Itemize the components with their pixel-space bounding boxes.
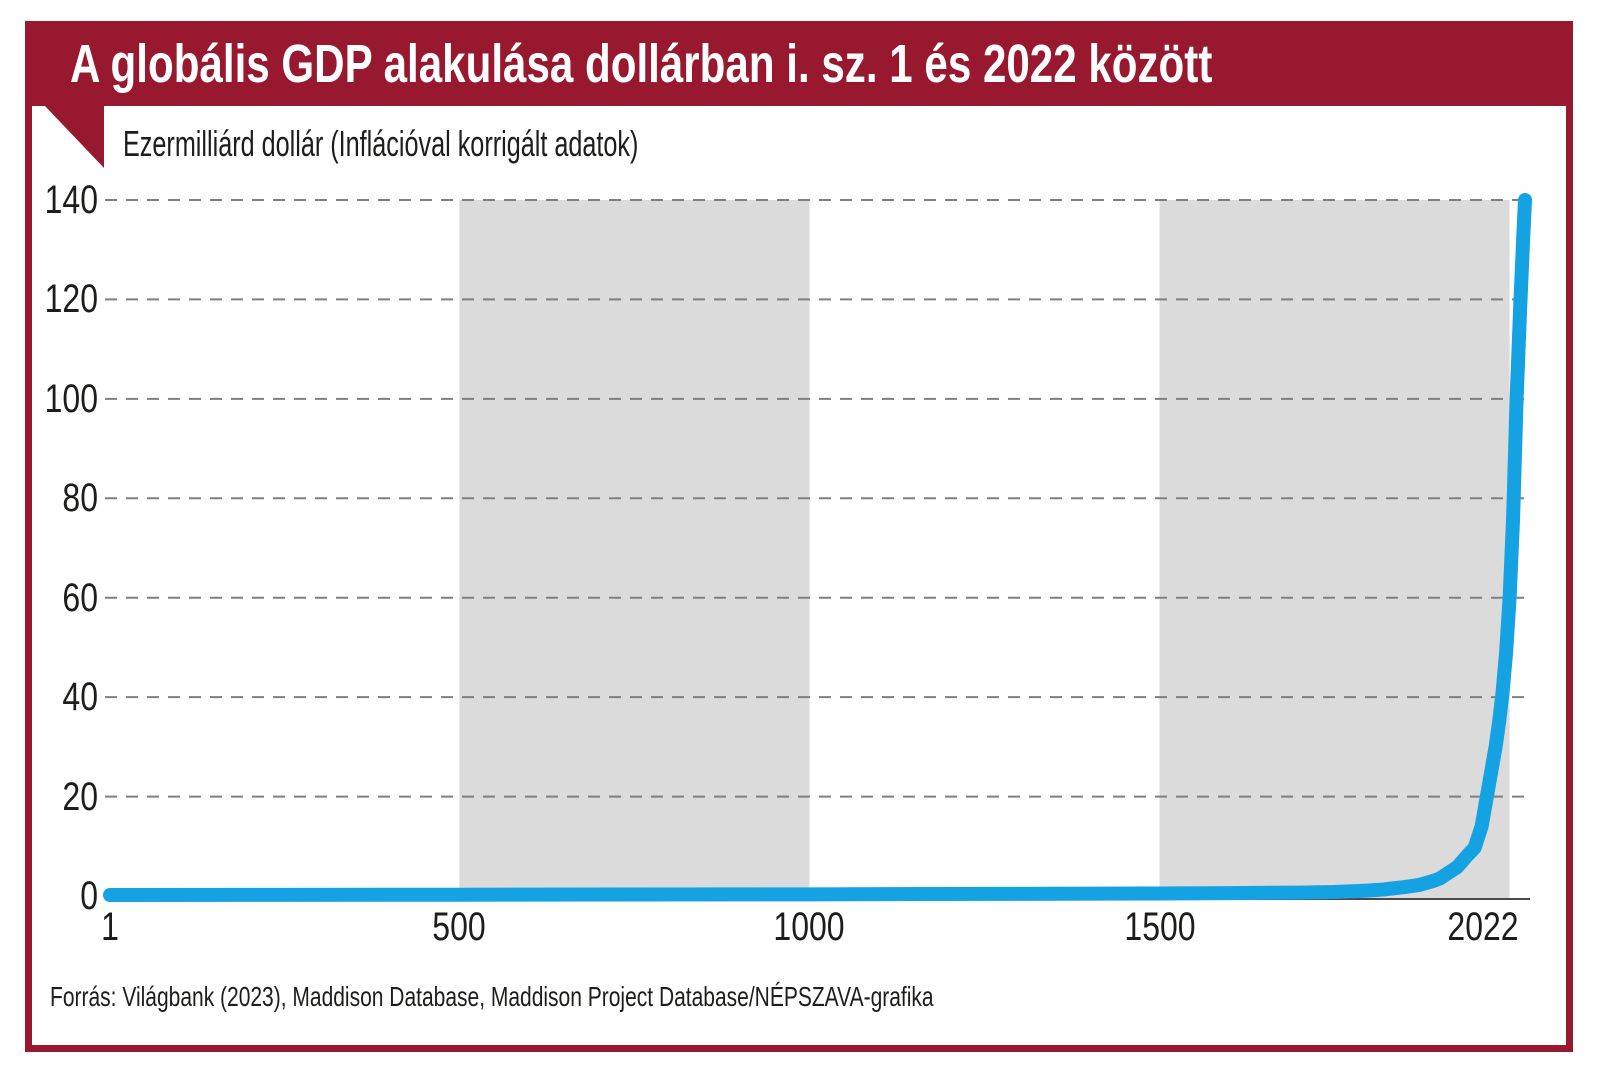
- y-tick-label: 20: [62, 775, 98, 819]
- chart-subtitle: Ezermilliárd dollár (Inflációval korrigá…: [123, 123, 639, 164]
- y-tick-label: 100: [44, 377, 98, 421]
- shaded-band: [1159, 200, 1510, 898]
- x-tick-label: 500: [432, 905, 486, 949]
- x-tick-label: 2022: [1447, 905, 1519, 949]
- gdp-line: [103, 193, 1532, 902]
- y-tick-label: 40: [62, 675, 98, 719]
- shaded-band: [459, 200, 810, 898]
- banner-tail-triangle: [45, 106, 104, 168]
- y-tick-label: 120: [44, 277, 98, 321]
- chart-title: A globális GDP alakulása dollárban i. sz…: [70, 33, 1213, 94]
- y-tick-label: 80: [62, 476, 98, 520]
- x-tick-label: 1000: [773, 905, 845, 949]
- x-tick-label: 1: [101, 905, 119, 949]
- title-banner: A globális GDP alakulása dollárban i. sz…: [25, 21, 1573, 106]
- source-note: Forrás: Világbank (2023), Maddison Datab…: [50, 981, 934, 1012]
- x-tick-label: 1500: [1124, 905, 1196, 949]
- y-tick-label: 0: [80, 874, 98, 918]
- y-tick-label: 140: [44, 178, 98, 222]
- y-tick-label: 60: [62, 576, 98, 620]
